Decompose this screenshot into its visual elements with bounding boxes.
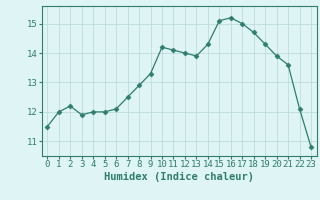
X-axis label: Humidex (Indice chaleur): Humidex (Indice chaleur) bbox=[104, 172, 254, 182]
